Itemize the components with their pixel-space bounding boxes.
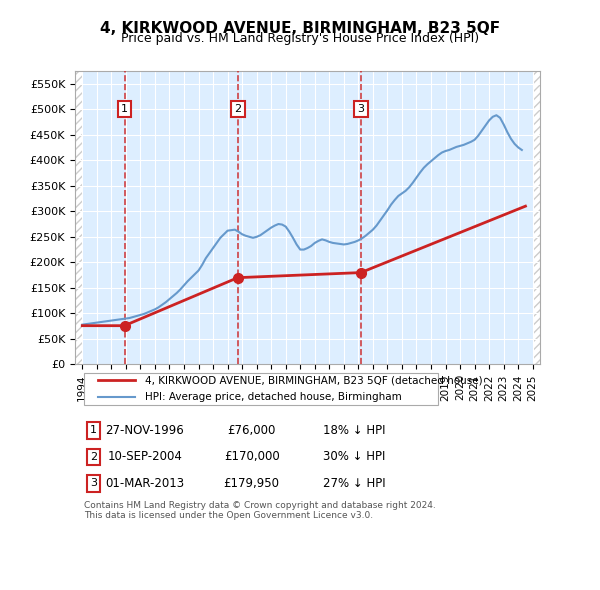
Text: 3: 3 — [357, 104, 364, 114]
Text: 10-SEP-2004: 10-SEP-2004 — [107, 450, 182, 463]
Text: 27-NOV-1996: 27-NOV-1996 — [106, 424, 184, 437]
Text: HPI: Average price, detached house, Birmingham: HPI: Average price, detached house, Birm… — [145, 392, 401, 402]
Text: 2: 2 — [234, 104, 241, 114]
Text: Price paid vs. HM Land Registry's House Price Index (HPI): Price paid vs. HM Land Registry's House … — [121, 32, 479, 45]
Text: 27% ↓ HPI: 27% ↓ HPI — [323, 477, 385, 490]
Bar — [75, 71, 82, 365]
Text: Contains HM Land Registry data © Crown copyright and database right 2024.
This d: Contains HM Land Registry data © Crown c… — [84, 501, 436, 520]
Bar — [533, 71, 540, 365]
FancyBboxPatch shape — [84, 373, 438, 405]
Text: £179,950: £179,950 — [224, 477, 280, 490]
Text: 18% ↓ HPI: 18% ↓ HPI — [323, 424, 385, 437]
Text: 1: 1 — [121, 104, 128, 114]
Text: 4, KIRKWOOD AVENUE, BIRMINGHAM, B23 5QF (detached house): 4, KIRKWOOD AVENUE, BIRMINGHAM, B23 5QF … — [145, 375, 482, 385]
Text: 01-MAR-2013: 01-MAR-2013 — [105, 477, 184, 490]
Text: 30% ↓ HPI: 30% ↓ HPI — [323, 450, 385, 463]
Text: 2: 2 — [90, 452, 97, 462]
Text: £170,000: £170,000 — [224, 450, 280, 463]
Text: 1: 1 — [90, 425, 97, 435]
Text: £76,000: £76,000 — [227, 424, 276, 437]
Text: 3: 3 — [90, 478, 97, 489]
Text: 4, KIRKWOOD AVENUE, BIRMINGHAM, B23 5QF: 4, KIRKWOOD AVENUE, BIRMINGHAM, B23 5QF — [100, 21, 500, 35]
